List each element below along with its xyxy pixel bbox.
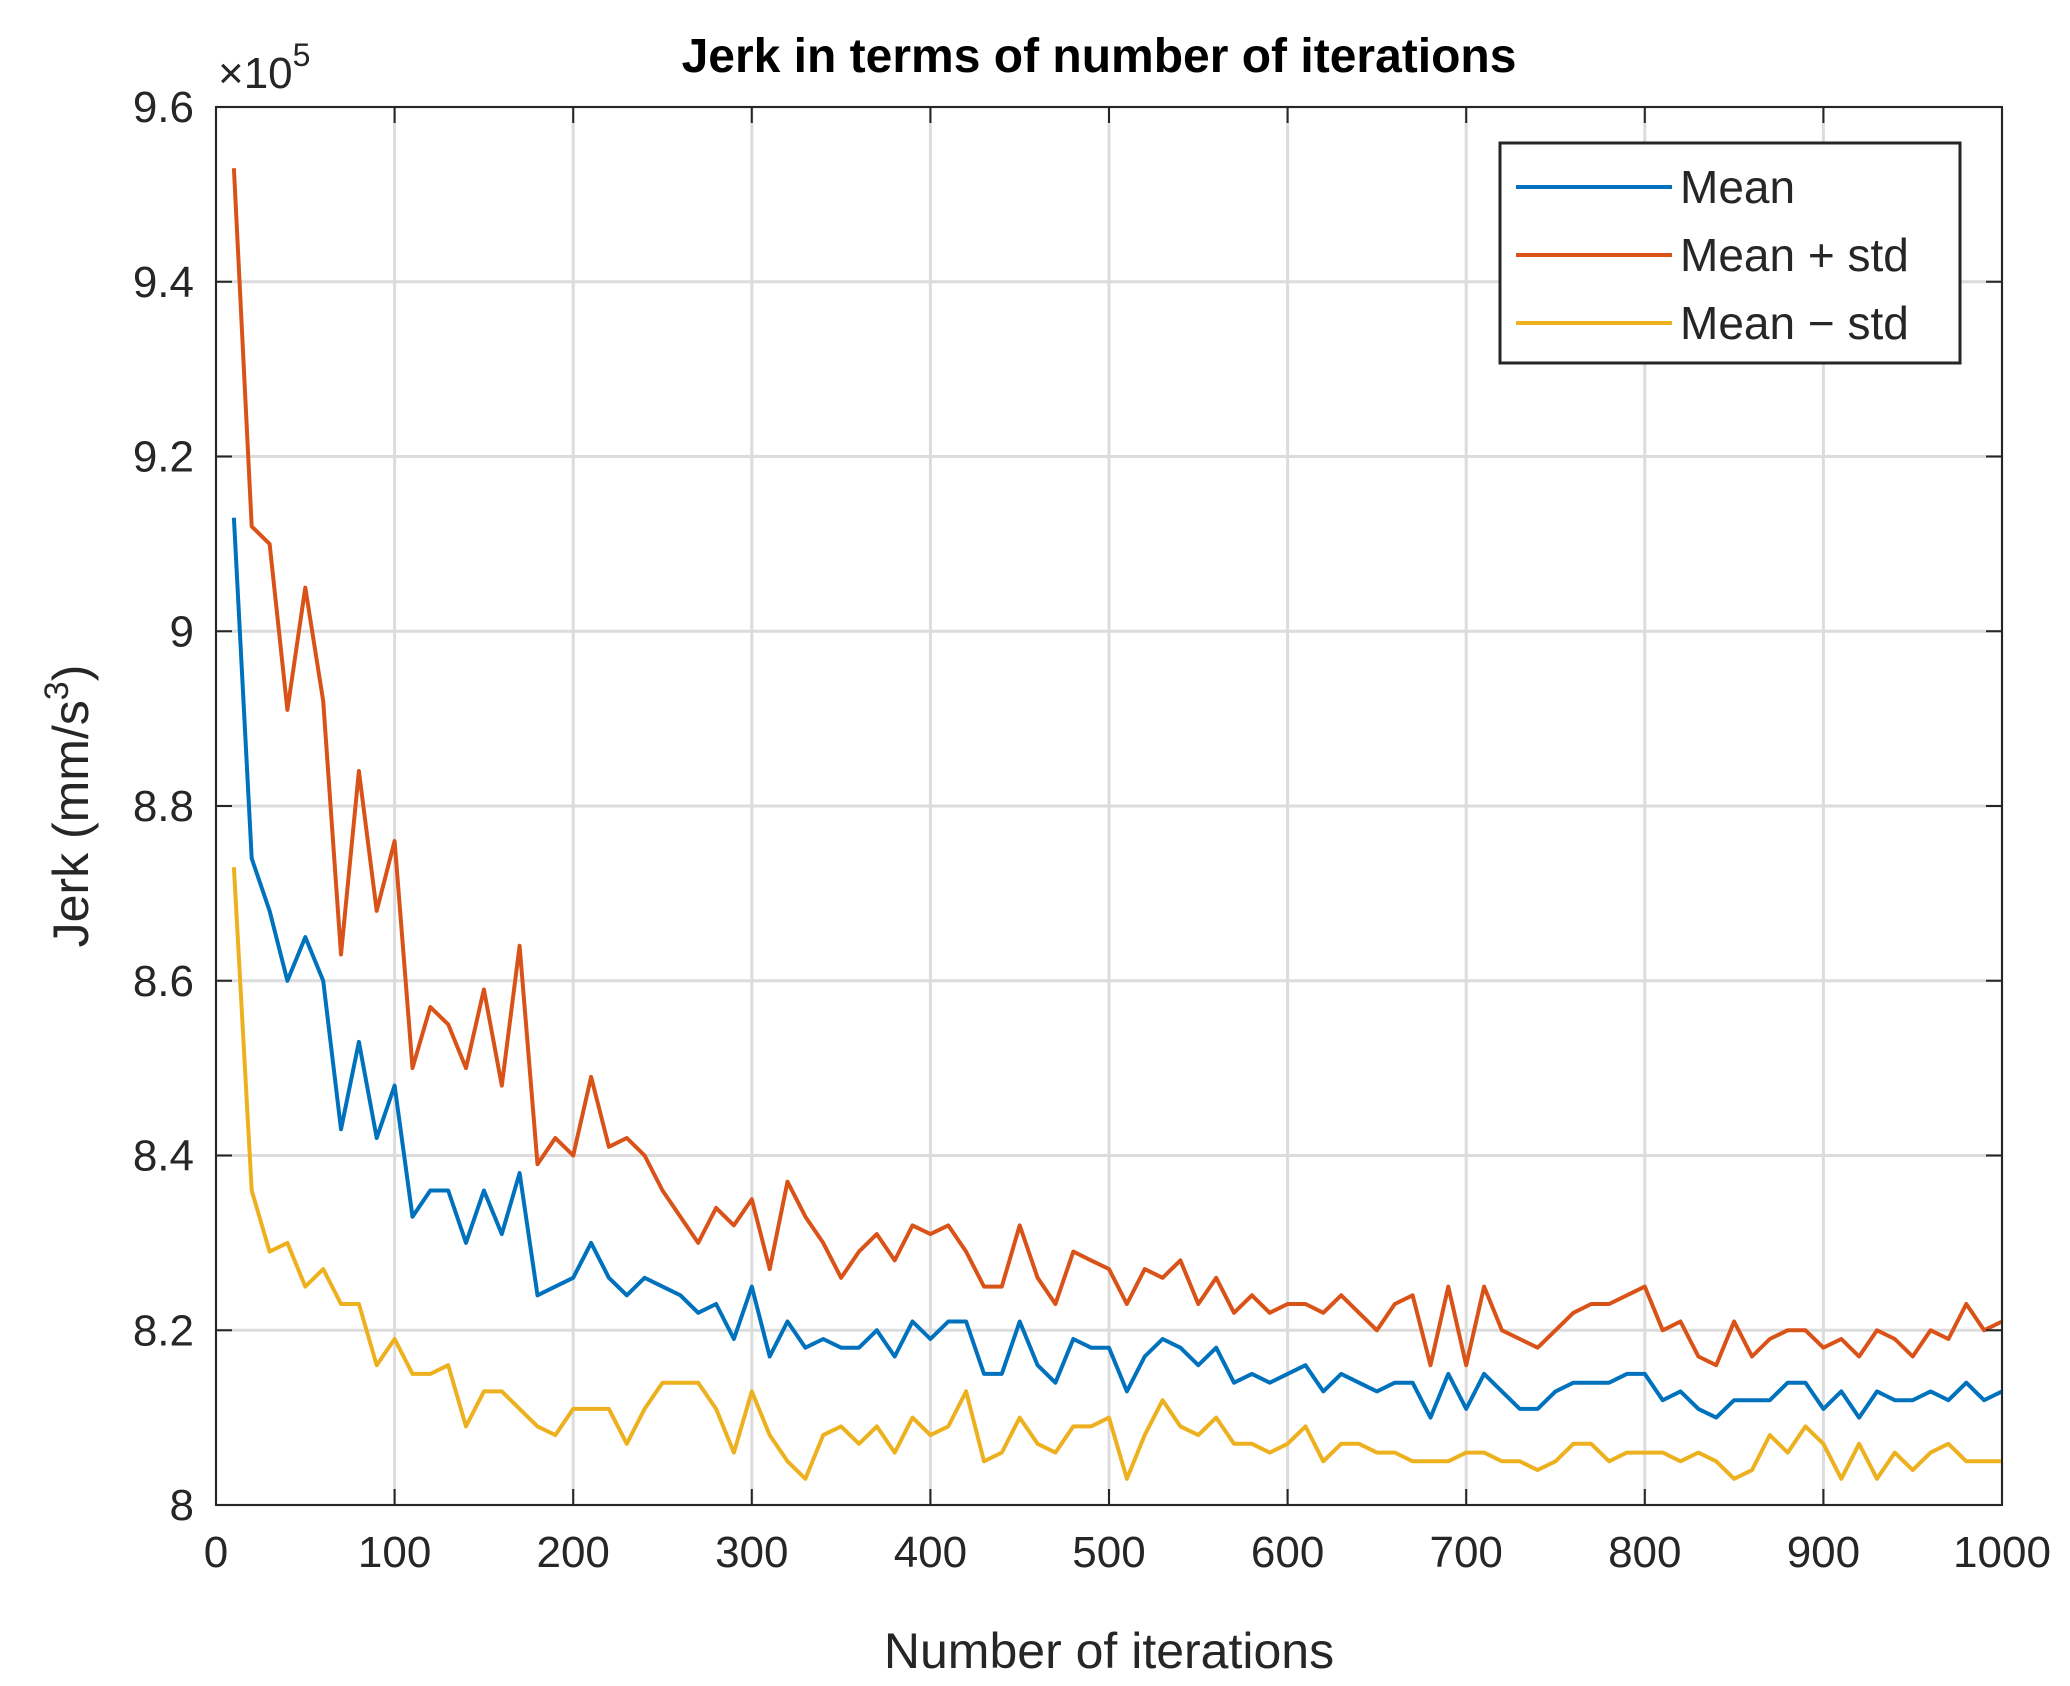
- y-tick-label: 8.6: [133, 957, 194, 1006]
- x-tick-label: 800: [1608, 1528, 1681, 1577]
- y-axis-label-suffix: ): [43, 665, 99, 682]
- series-line-mean-std: [231, 168, 2003, 1368]
- y-tick-label: 8.4: [133, 1132, 194, 1181]
- axis-ticks: 0 100 200 300 400 500 600 700 800 900 1000 8 8.2 8.4 8…: [133, 83, 2051, 1577]
- chart-title: Jerk in terms of number of iterations: [682, 30, 1517, 83]
- y-axis-label-superscript: 3: [38, 681, 76, 700]
- x-tick-label: 700: [1429, 1528, 1502, 1577]
- y-tick-label: 9: [170, 607, 194, 656]
- x-tick-label: 600: [1251, 1528, 1324, 1577]
- y-tick-label: 9.4: [133, 258, 194, 307]
- series-line-mean-std: [231, 867, 2002, 1481]
- x-axis-label: Number of iterations: [884, 1623, 1334, 1679]
- legend-label: Mean − std: [1680, 297, 1909, 349]
- x-tick-label: 1000: [1953, 1528, 2051, 1577]
- y-axis-label-main: Jerk (mm/s: [43, 700, 99, 947]
- y-tick-label: 8: [170, 1481, 194, 1530]
- y-tick-label: 8.8: [133, 782, 194, 831]
- x-tick-label: 500: [1072, 1528, 1145, 1577]
- x-tick-label: 100: [358, 1528, 431, 1577]
- series-line-mean: [231, 517, 2003, 1420]
- legend-label: Mean + std: [1680, 229, 1909, 281]
- x-tick-label: 300: [715, 1528, 788, 1577]
- legend: Mean Mean + std Mean − std: [1498, 141, 1962, 365]
- series-layer: [231, 168, 2003, 1481]
- x-tick-label: 400: [894, 1528, 967, 1577]
- exponent-base: ×10: [218, 49, 293, 98]
- y-tick-label: 8.2: [133, 1306, 194, 1355]
- exponent-power: 5: [293, 37, 311, 73]
- y-axis-label: Jerk (mm/s3): [38, 665, 99, 948]
- x-tick-label: 0: [204, 1528, 228, 1577]
- x-tick-label: 900: [1787, 1528, 1860, 1577]
- legend-label: Mean: [1680, 161, 1795, 213]
- y-tick-label: 9.6: [133, 83, 194, 132]
- y-tick-label: 9.2: [133, 433, 194, 482]
- y-axis-exponent: ×105: [218, 37, 310, 98]
- x-tick-label: 200: [536, 1528, 609, 1577]
